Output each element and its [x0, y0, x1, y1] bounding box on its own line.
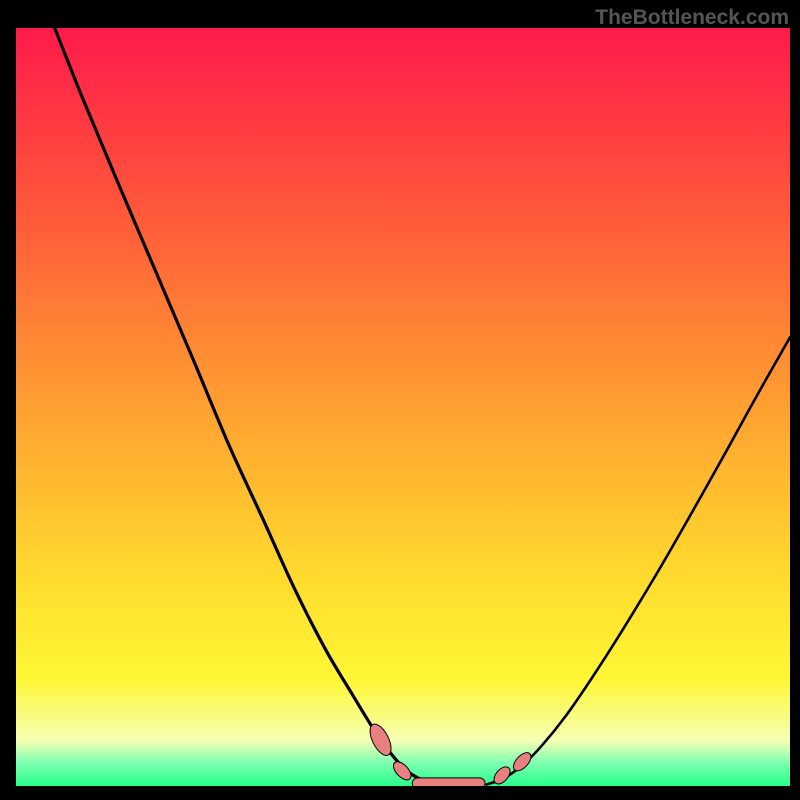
curves-group — [55, 28, 790, 784]
chart-frame: TheBottleneck.com — [0, 0, 800, 800]
marker-capsule-3 — [510, 750, 534, 774]
left-curve — [55, 28, 438, 784]
curve-layer — [16, 28, 790, 786]
marker-capsule-1 — [390, 759, 414, 783]
marker-bottom-bar — [412, 778, 485, 786]
watermark-text: TheBottleneck.com — [595, 6, 789, 30]
plot-area — [16, 28, 790, 786]
right-curve — [487, 337, 790, 784]
